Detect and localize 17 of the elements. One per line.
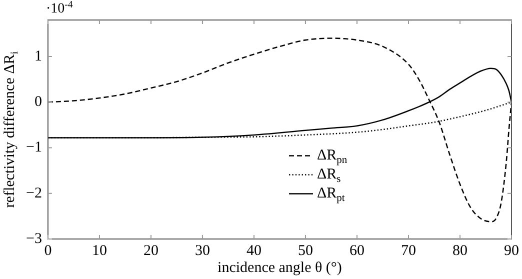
x-tick-label: 0 — [44, 242, 52, 259]
x-tick-label: 20 — [143, 242, 158, 259]
y-axis-title: reflectivity difference ΔRi — [2, 51, 20, 208]
y-tick-label: −1 — [26, 140, 42, 156]
x-tick-label: 80 — [452, 242, 468, 259]
x-tick-label: 10 — [92, 242, 107, 259]
y-tick-label: −3 — [26, 230, 42, 247]
y-tick-label: −2 — [26, 185, 42, 202]
x-tick-label: 90 — [504, 242, 519, 259]
x-axis-title: incidence angle θ (°) — [218, 260, 342, 276]
x-tick-label: 70 — [400, 242, 416, 259]
x-tick-label: 30 — [194, 242, 210, 259]
x-tick-label: 60 — [349, 242, 364, 259]
x-tick-label: 50 — [298, 242, 313, 259]
y-tick-label: 0 — [34, 94, 42, 110]
y-tick-label: 1 — [34, 48, 42, 64]
x-tick-label: 40 — [246, 242, 262, 259]
